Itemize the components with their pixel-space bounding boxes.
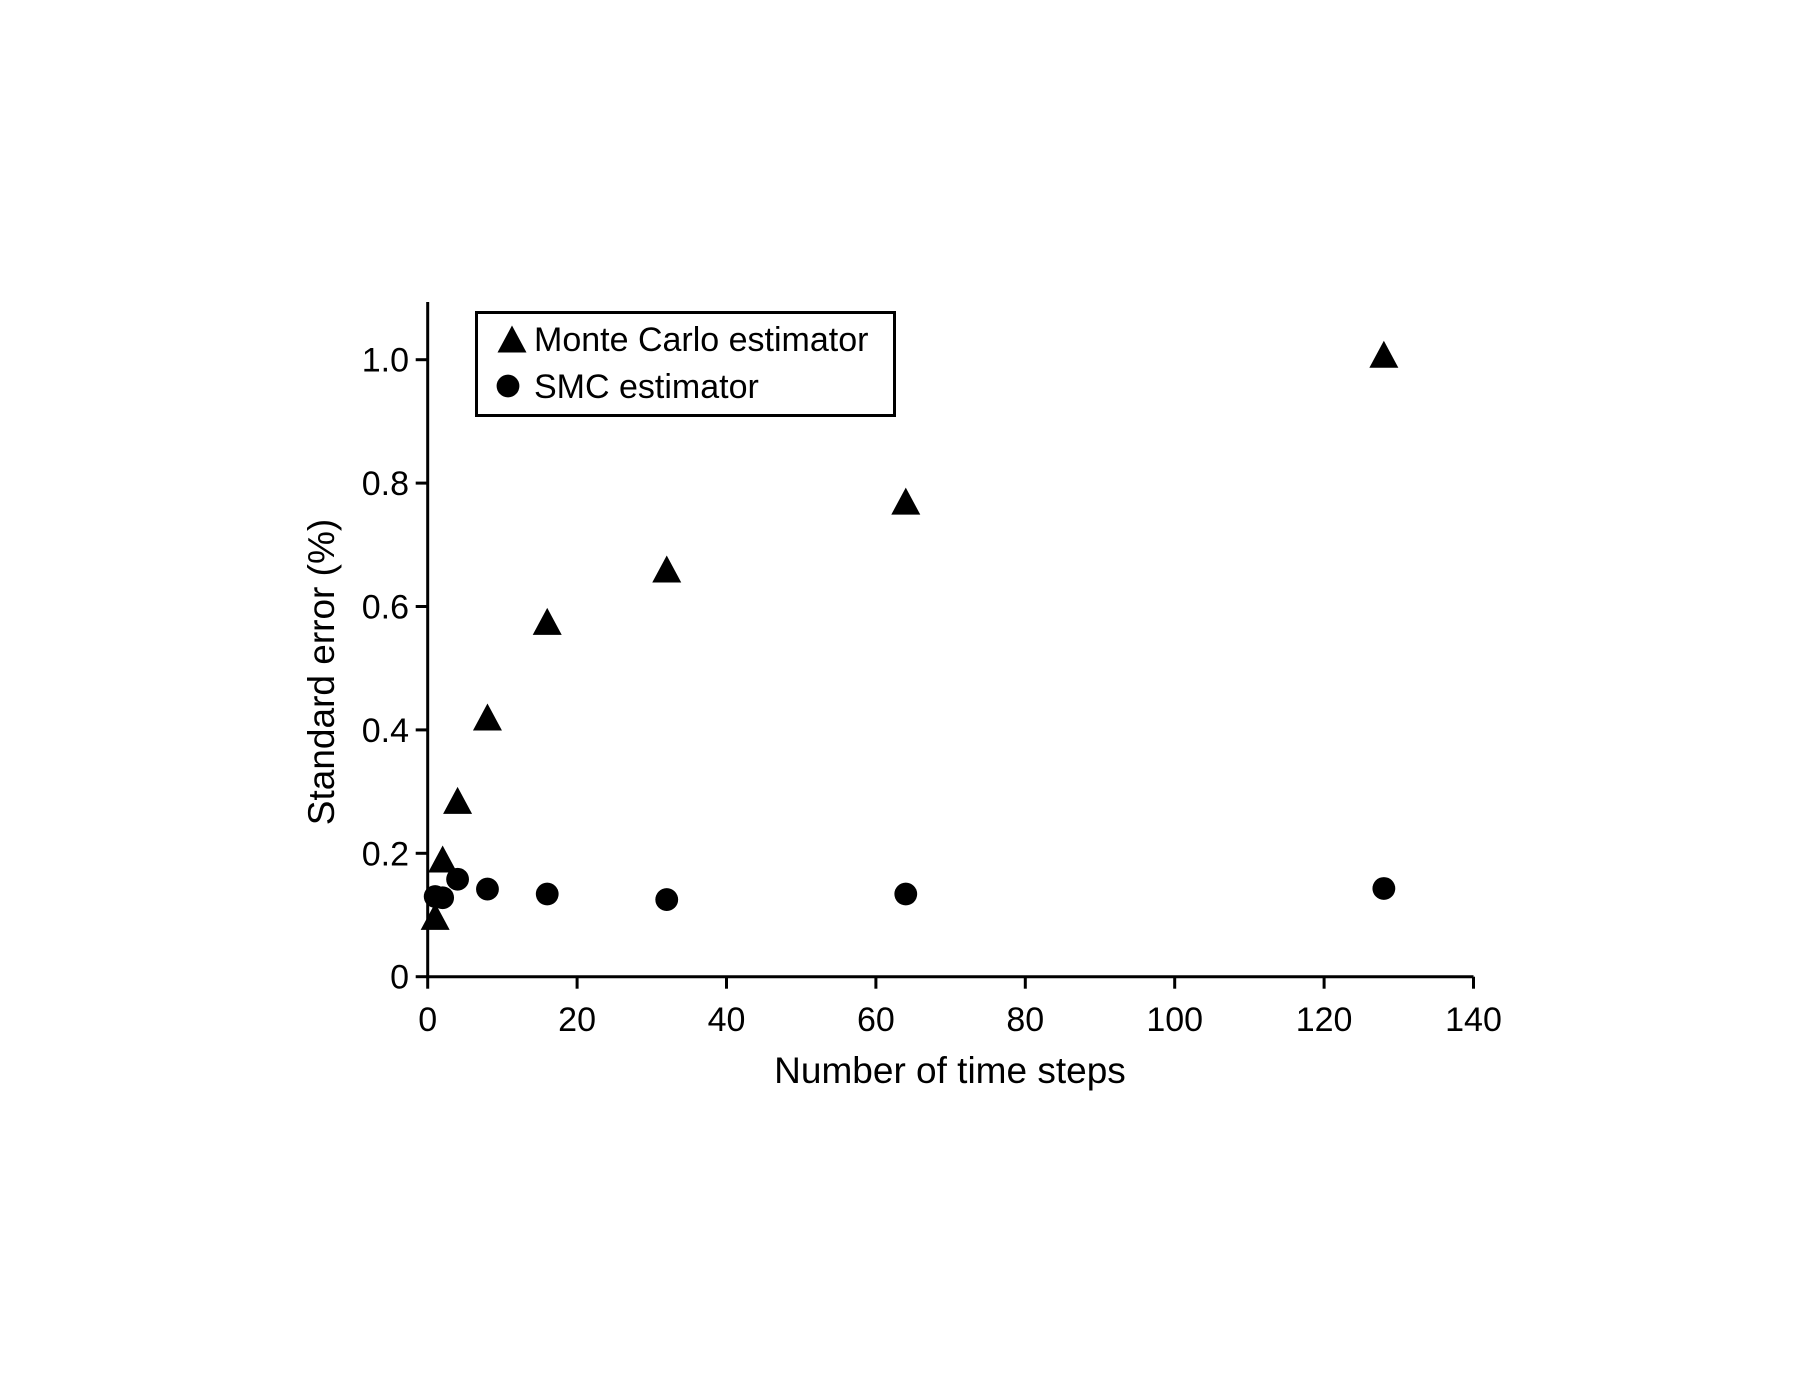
legend-label-smc: SMC estimator (534, 368, 759, 406)
y-axis-tick-label: 1.0 (362, 342, 409, 380)
data-point-circle (1372, 877, 1396, 900)
data-point-triangle (652, 555, 682, 583)
y-axis-tick-label: 0.8 (362, 465, 409, 503)
legend-label-monte-carlo: Monte Carlo estimator (534, 321, 868, 359)
x-axis-tick-label: 140 (1445, 1001, 1502, 1039)
y-axis-tick-label: 0.6 (362, 589, 409, 627)
legend-triangle-icon (497, 325, 527, 353)
x-axis-tick-label: 80 (1006, 1001, 1044, 1039)
x-axis-tick-label: 100 (1146, 1001, 1203, 1039)
x-axis-title: Number of time steps (774, 1050, 1126, 1091)
x-axis-tick-label: 0 (418, 1001, 437, 1039)
legend-box (475, 311, 896, 417)
chart-generated-layer: 0 20 40 60 80 100 120 140 0 0.2 0.4 0.6 0.8 1.0 (362, 302, 1502, 1039)
legend-circle-icon (496, 374, 520, 398)
y-axis-tick-label: 0.2 (362, 835, 409, 873)
data-point-circle (894, 882, 918, 906)
data-point-circle (535, 882, 559, 906)
y-axis-tick-label: 0.4 (362, 712, 409, 750)
x-axis-tick-label: 120 (1296, 1001, 1353, 1039)
y-axis-tick-label: 0 (390, 959, 409, 997)
data-point-triangle (1369, 340, 1399, 368)
data-point-circle (655, 888, 679, 911)
data-point-triangle (428, 845, 458, 873)
data-point-triangle (532, 607, 562, 635)
data-point-triangle (891, 487, 921, 515)
x-axis-tick-label: 60 (857, 1001, 895, 1039)
data-point-circle (431, 886, 455, 910)
y-axis-title: Standard error (%) (301, 519, 342, 825)
x-axis-tick-label: 20 (558, 1001, 596, 1039)
data-point-triangle (472, 703, 502, 731)
data-point-circle (446, 867, 469, 891)
x-axis-tick-label: 40 (708, 1001, 746, 1039)
data-point-circle (476, 877, 499, 901)
data-point-triangle (443, 786, 473, 814)
data-point-triangle (420, 902, 450, 930)
